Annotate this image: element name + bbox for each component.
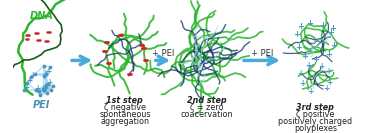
Point <box>41 65 47 67</box>
Text: +: + <box>46 78 53 87</box>
Point <box>45 83 51 85</box>
Text: +: + <box>297 69 304 78</box>
Point <box>40 88 46 90</box>
Text: +: + <box>43 84 49 93</box>
Text: +: + <box>305 61 311 70</box>
Text: ζ positive: ζ positive <box>296 110 335 119</box>
Text: ζ = zero: ζ = zero <box>190 103 223 112</box>
Text: +: + <box>42 82 48 91</box>
Text: +: + <box>312 55 319 64</box>
Text: 3rd step: 3rd step <box>296 103 334 112</box>
Text: +: + <box>328 24 336 33</box>
Text: +: + <box>35 84 41 93</box>
Text: ζ negative: ζ negative <box>104 103 146 112</box>
Point <box>41 75 47 77</box>
Text: +: + <box>29 71 36 80</box>
Point <box>44 92 50 94</box>
Text: +: + <box>295 43 302 52</box>
Text: +: + <box>23 83 29 92</box>
Text: +: + <box>319 21 326 30</box>
Point <box>36 90 42 92</box>
Text: 1st step: 1st step <box>107 96 143 105</box>
Text: coacervation: coacervation <box>180 110 233 119</box>
Text: +: + <box>45 67 51 76</box>
Point <box>40 89 46 91</box>
Text: +: + <box>325 67 332 76</box>
Text: +: + <box>299 79 305 88</box>
Text: +: + <box>325 50 332 59</box>
Text: +: + <box>297 22 304 31</box>
Text: +: + <box>326 78 333 87</box>
Text: +: + <box>330 41 338 50</box>
Text: +: + <box>318 62 324 71</box>
Point <box>47 66 53 68</box>
Text: +: + <box>308 87 314 96</box>
Text: +: + <box>324 84 330 93</box>
Point <box>48 88 54 91</box>
Point <box>28 76 34 78</box>
Text: spontaneous: spontaneous <box>99 110 150 119</box>
Text: + PEI: + PEI <box>251 49 273 58</box>
Text: positively charged: positively charged <box>278 117 352 126</box>
Text: aggregation: aggregation <box>101 117 149 126</box>
Point <box>33 89 39 91</box>
Text: +: + <box>43 70 49 79</box>
Point <box>43 84 49 86</box>
Point <box>43 73 49 76</box>
Point <box>43 73 49 75</box>
Text: PEI: PEI <box>33 100 50 110</box>
Point <box>37 94 43 96</box>
Point <box>21 88 27 91</box>
Text: +: + <box>327 28 334 37</box>
Text: +: + <box>306 19 313 28</box>
Point <box>24 82 30 84</box>
Text: 2nd step: 2nd step <box>187 96 226 105</box>
Point <box>50 85 56 87</box>
Text: +: + <box>26 76 32 85</box>
Point <box>32 73 38 75</box>
Text: polyplexes: polyplexes <box>294 124 337 133</box>
Text: +: + <box>301 52 308 61</box>
Text: DNA: DNA <box>29 11 53 21</box>
Text: +: + <box>293 30 300 39</box>
Text: +: + <box>42 83 48 92</box>
Point <box>41 89 47 91</box>
Text: + PEI: + PEI <box>152 49 174 58</box>
